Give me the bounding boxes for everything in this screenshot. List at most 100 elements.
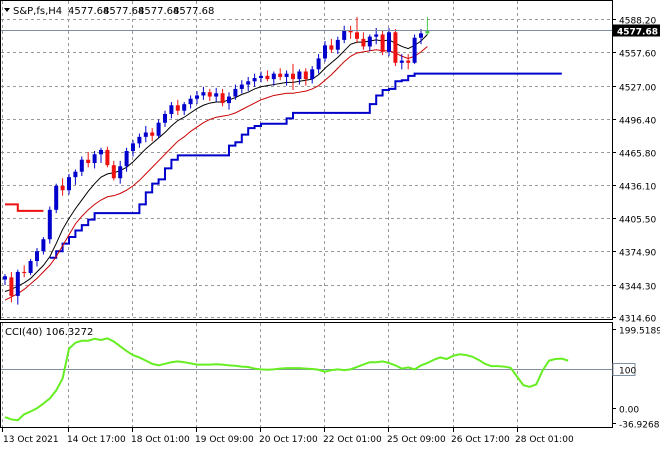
- price-header: S&P,fs,H4 4577.68 4577.68 4577.68 4577.6…: [4, 6, 214, 17]
- candle-body: [60, 185, 65, 191]
- candle-body: [207, 92, 212, 97]
- x-tick-label: 14 Oct 17:00: [67, 435, 126, 445]
- cci-label: CCI(40) 106.3272: [5, 327, 93, 338]
- ohlc-close: 4577.68: [173, 6, 214, 17]
- candle-body: [105, 149, 110, 166]
- candle-body: [111, 165, 116, 179]
- candle-body: [387, 32, 391, 52]
- candle-body: [92, 154, 97, 163]
- price-grid: [1, 1, 612, 319]
- candle-body: [86, 159, 91, 163]
- y-tick-label: 4496.40: [619, 117, 656, 127]
- candle-body: [393, 32, 398, 63]
- price-pane: [0, 0, 613, 320]
- candle-body: [35, 251, 39, 262]
- candle-body: [399, 60, 404, 63]
- y-tick-label: 4527.00: [619, 84, 656, 94]
- candle-body: [335, 39, 340, 50]
- time-axis: 13 Oct 2021 14 Oct 17:00 18 Oct 01:00 19 Oc…: [2, 428, 574, 445]
- candle-body: [380, 34, 385, 52]
- candle-body: [406, 60, 411, 63]
- y-tick-label: 4344.30: [619, 283, 656, 293]
- candle-body: [252, 78, 257, 82]
- y-tick-label: 4588.20: [619, 17, 656, 27]
- candle-body: [419, 33, 423, 38]
- candle-body: [150, 132, 155, 136]
- candle-body: [297, 71, 302, 80]
- candle-body: [156, 122, 161, 136]
- candle-body: [47, 209, 52, 240]
- candle-body: [284, 73, 289, 77]
- candle-body: [412, 37, 417, 63]
- candle-body: [195, 95, 199, 99]
- y-tick-label: 4374.90: [619, 249, 656, 259]
- candle-body: [291, 73, 295, 80]
- candle-body: [367, 36, 372, 47]
- candle-body: [310, 69, 315, 80]
- candle-body: [355, 32, 359, 39]
- candle-body: [169, 105, 174, 114]
- candle-body: [271, 73, 276, 80]
- ohlc-high: 4577.68: [103, 6, 144, 17]
- candle-body: [316, 58, 321, 70]
- y-tick-label: 4436.10: [619, 183, 656, 193]
- candle-body: [73, 171, 78, 178]
- x-tick-label: 28 Oct 01:00: [515, 435, 574, 445]
- candle-body: [278, 73, 283, 77]
- candle-body: [265, 75, 270, 80]
- candle-body: [374, 34, 379, 37]
- cci-tick-label: -36.9268: [619, 421, 660, 431]
- cci-level-tag: [612, 363, 636, 376]
- price-series: [1, 17, 612, 305]
- x-tick-label: 25 Oct 09:00: [387, 435, 446, 445]
- candle-body: [227, 96, 231, 104]
- candle-body: [79, 159, 84, 172]
- candle-body: [22, 271, 27, 273]
- candle-body: [163, 113, 167, 123]
- x-tick-label: 18 Oct 01:00: [131, 435, 190, 445]
- collapse-arrow-icon[interactable]: [4, 8, 10, 12]
- candle-body: [54, 185, 59, 210]
- candle-body: [259, 75, 263, 79]
- candle-body: [201, 92, 206, 96]
- x-tick-label: 13 Oct 2021: [3, 435, 59, 445]
- y-tick-label: 4405.50: [619, 216, 656, 226]
- candle-body: [323, 45, 327, 59]
- candle-body: [361, 38, 366, 47]
- candle-body: [233, 88, 238, 97]
- candle-body: [124, 151, 129, 167]
- ma-slow-line: [4, 46, 428, 301]
- cci-tick-label: 0.00: [619, 406, 639, 416]
- cci-series: [4, 337, 569, 422]
- candle-body: [239, 84, 244, 89]
- price-axis: 4588.20 4557.60 4527.00 4496.40 4465.80 4436.…: [612, 17, 660, 325]
- candle-body: [41, 239, 46, 252]
- candle-body: [348, 30, 353, 33]
- candle-body: [425, 30, 430, 34]
- candle-body: [67, 177, 71, 191]
- candle-body: [246, 81, 251, 85]
- candle-body: [143, 132, 148, 137]
- current-price-value: 4577.68: [617, 28, 658, 38]
- x-tick-label: 26 Oct 17:00: [451, 435, 510, 445]
- candle-body: [342, 30, 347, 40]
- candle-body: [118, 166, 123, 179]
- y-tick-label: 4314.60: [619, 315, 656, 325]
- ohlc-open: 4577.68: [68, 6, 109, 17]
- candle-body: [9, 277, 14, 296]
- candle-body: [137, 136, 142, 144]
- candle-body: [3, 276, 7, 280]
- candle-body: [131, 143, 135, 152]
- candle-body: [175, 105, 180, 111]
- stop-line: [49, 72, 562, 259]
- current-price-tag: [613, 24, 660, 37]
- stop-line-early: [5, 203, 44, 212]
- x-tick-label: 20 Oct 17:00: [259, 435, 318, 445]
- x-tick-label: 19 Oct 09:00: [195, 435, 254, 445]
- candle-body: [303, 71, 308, 80]
- candle-body: [28, 261, 33, 273]
- x-tick-label: 22 Oct 01:00: [323, 435, 382, 445]
- cci-line: [4, 337, 569, 422]
- indicator-pane: [0, 322, 613, 428]
